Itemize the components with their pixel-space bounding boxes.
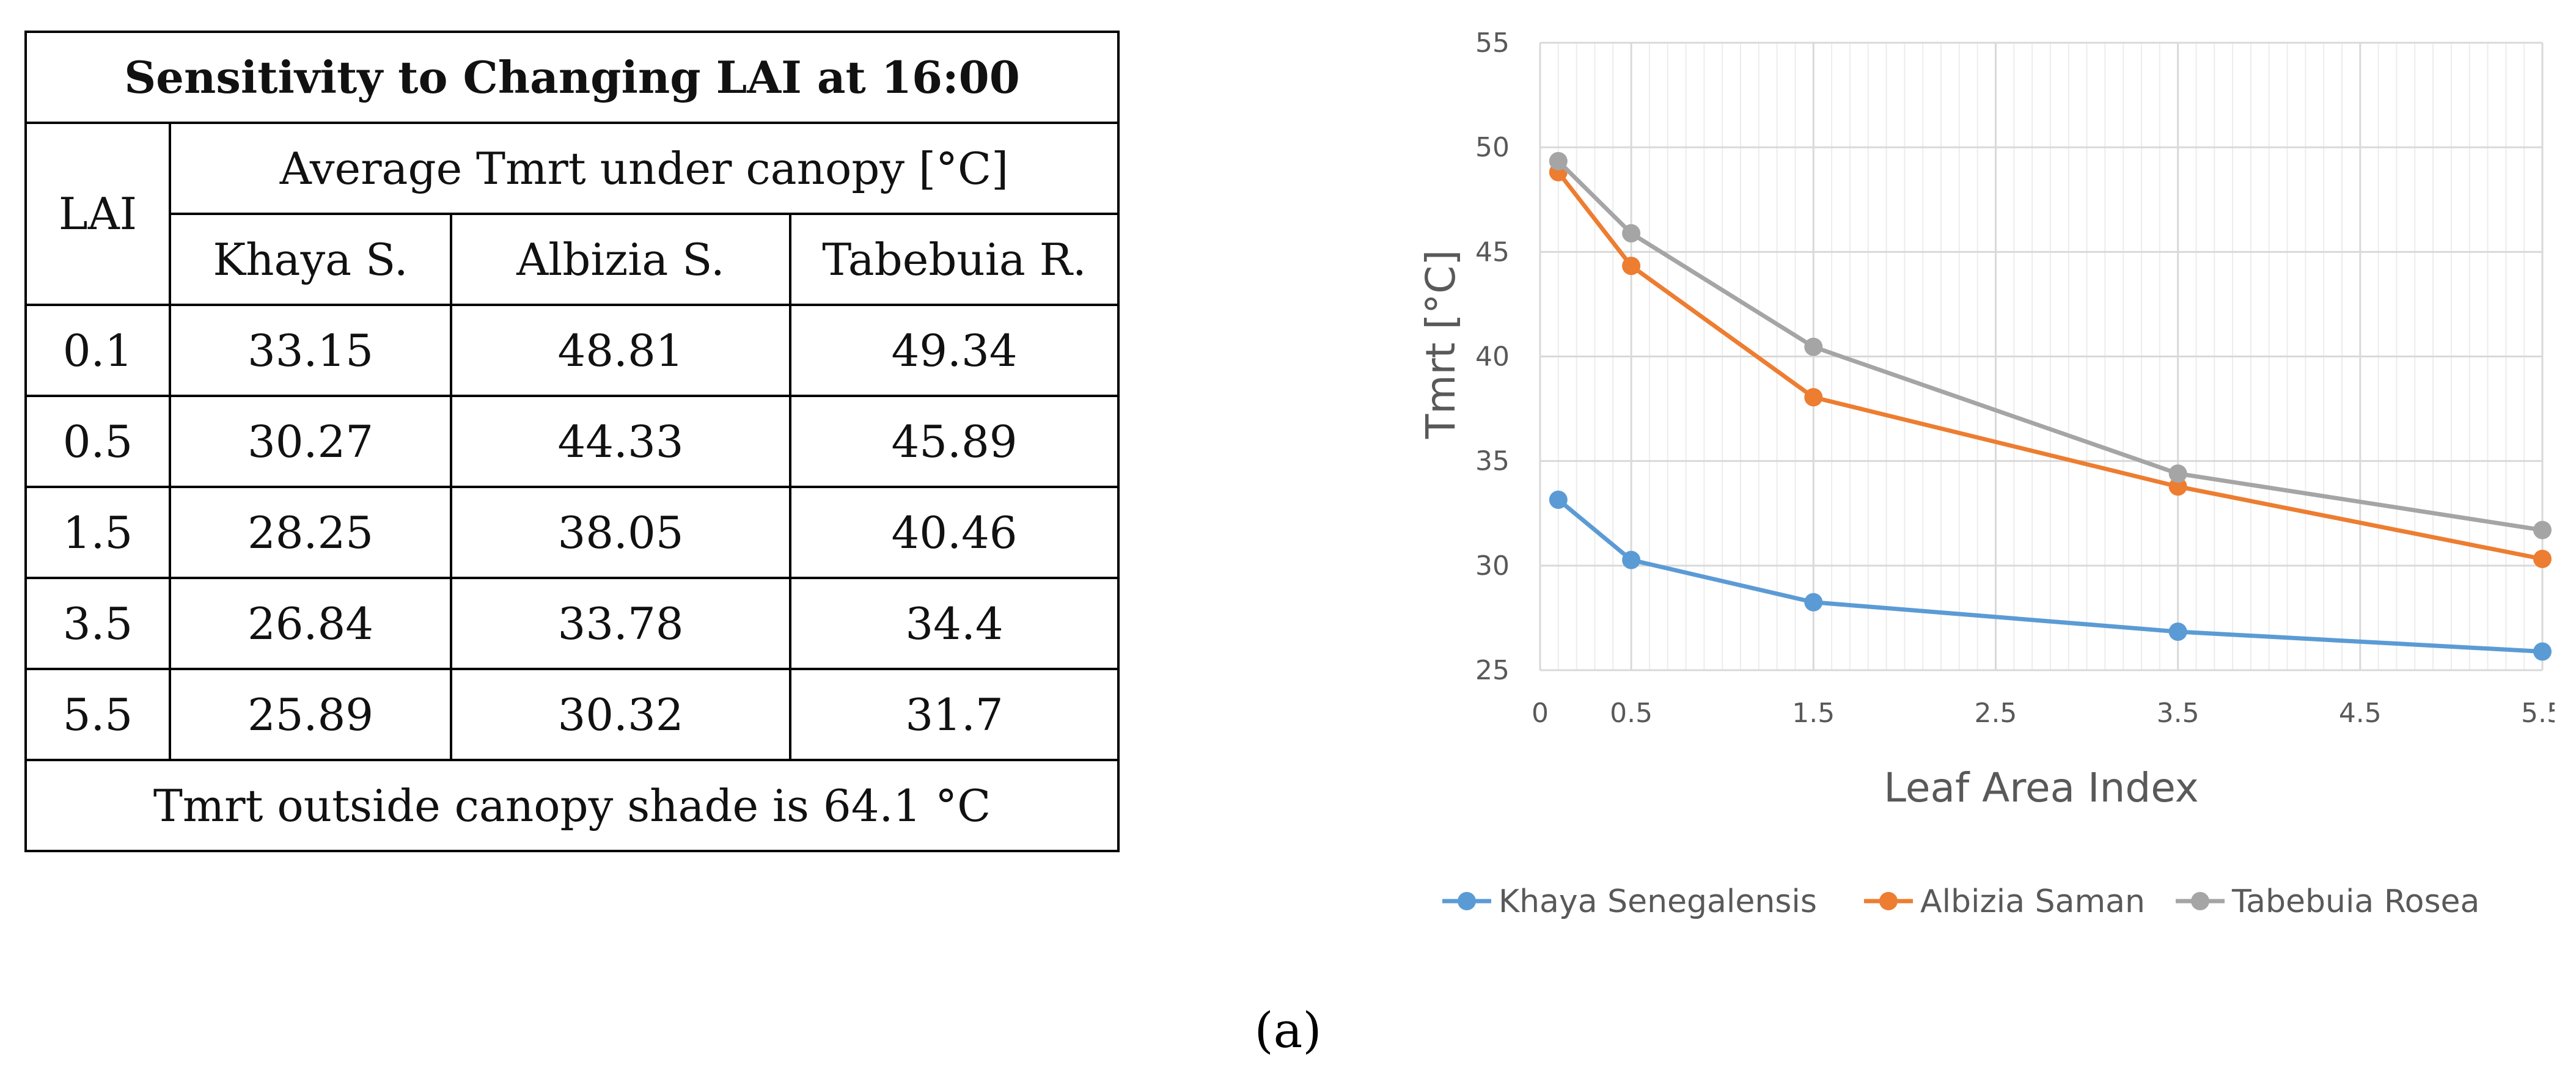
lai-cell: 3.5 — [24, 577, 171, 670]
data-point-tabebuia-rosea — [1804, 337, 1823, 356]
data-point-khaya-senegalensis — [1549, 490, 1568, 509]
data-point-albizia-saman — [1622, 257, 1641, 276]
x-tick-label: 1.5 — [1792, 698, 1835, 729]
x-tick-label: 3.5 — [2157, 698, 2200, 729]
value-cell: 34.4 — [788, 577, 1120, 670]
value-cell: 44.33 — [450, 395, 791, 488]
value-cell: 25.89 — [169, 668, 452, 761]
x-tick-label: 5.5 — [2521, 698, 2555, 729]
data-point-tabebuia-rosea — [2168, 464, 2187, 483]
data-point-albizia-saman — [2168, 477, 2187, 496]
value-cell: 30.27 — [169, 395, 452, 488]
table-footer-row: Tmrt outside canopy shade is 64.1 °C — [24, 759, 1120, 852]
value-cell: 30.32 — [450, 668, 791, 761]
data-point-khaya-senegalensis — [1804, 593, 1823, 612]
species-header-row: Khaya S. Albizia S. Tabebuia R. — [26, 213, 1120, 306]
chart-series — [1549, 152, 2552, 661]
value-cell: 48.81 — [450, 304, 791, 397]
value-cell: 40.46 — [788, 486, 1120, 579]
table-row: 5.5 25.89 30.32 31.7 — [24, 668, 1120, 761]
legend-label-khaya-senegalensis: Khaya Senegalensis — [1499, 883, 1817, 920]
legend-marker-khaya-senegalensis — [1458, 892, 1476, 910]
value-cell: 33.78 — [450, 577, 791, 670]
data-point-khaya-senegalensis — [1622, 550, 1641, 569]
y-tick-label: 40 — [1475, 342, 1510, 373]
tmrt-line-chart: 25 30 35 40 45 50 55 0 0.5 1.5 2.5 3.5 4.5 5.5 Leaf A… — [1417, 27, 2555, 920]
chart-legend: Khaya Senegalensis Albizia Saman Tabebuia … — [1442, 883, 2479, 920]
x-axis-title: Leaf Area Index — [1884, 764, 2198, 811]
value-cell: 26.84 — [169, 577, 452, 670]
lai-cell: 1.5 — [24, 486, 171, 579]
y-tick-label: 50 — [1475, 132, 1510, 163]
data-point-tabebuia-rosea — [2533, 521, 2552, 539]
y-tick-label: 45 — [1475, 236, 1510, 268]
lai-cell: 0.5 — [24, 395, 171, 488]
chart-ticks: 25 30 35 40 45 50 55 0 0.5 1.5 2.5 3.5 4.5 5.5 — [1475, 27, 2555, 729]
figure-caption: (a) — [1254, 1002, 1322, 1059]
lai-cell: 5.5 — [24, 668, 171, 761]
y-tick-label: 30 — [1475, 550, 1510, 582]
lai-cell: 0.1 — [24, 304, 171, 397]
legend-marker-tabebuia-rosea — [2191, 892, 2209, 910]
y-tick-label: 55 — [1475, 27, 1510, 59]
lai-sensitivity-table: Sensitivity to Changing LAI at 16:00 LAI… — [24, 31, 1120, 852]
column-header-tabebuia: Tabebuia R. — [788, 213, 1120, 306]
table-row: 1.5 28.25 38.05 40.46 — [24, 486, 1120, 579]
value-cell: 33.15 — [169, 304, 452, 397]
table-footer: Tmrt outside canopy shade is 64.1 °C — [24, 759, 1120, 852]
value-cell: 31.7 — [788, 668, 1120, 761]
lai-header: LAI — [24, 122, 171, 306]
table-row: 0.1 33.15 48.81 49.34 — [24, 304, 1120, 397]
table-title: Sensitivity to Changing LAI at 16:00 — [24, 31, 1120, 124]
table-row: 3.5 26.84 33.78 34.4 — [24, 577, 1120, 670]
y-axis-title: Tmrt [°C] — [1417, 250, 1464, 439]
value-cell: 45.89 — [788, 395, 1120, 488]
y-tick-label: 35 — [1475, 446, 1510, 477]
data-point-tabebuia-rosea — [1622, 224, 1641, 243]
column-header-khaya: Khaya S. — [169, 213, 452, 306]
column-header-albizia: Albizia S. — [450, 213, 791, 306]
y-tick-label: 25 — [1475, 655, 1510, 686]
table-header-row: LAI Average Tmrt under canopy [°C] — [24, 122, 1120, 306]
x-tick-label: 4.5 — [2339, 698, 2382, 729]
data-point-tabebuia-rosea — [1549, 152, 1568, 170]
value-cell: 28.25 — [169, 486, 452, 579]
x-tick-label: 0 — [1532, 698, 1549, 729]
data-point-albizia-saman — [2533, 549, 2552, 568]
chart-grid — [1539, 42, 2544, 671]
data-point-albizia-saman — [1804, 388, 1823, 407]
legend-marker-albizia-saman — [1879, 892, 1898, 910]
data-point-khaya-senegalensis — [2533, 642, 2552, 661]
value-cell: 38.05 — [450, 486, 791, 579]
table-row: 0.5 30.27 44.33 45.89 — [24, 395, 1120, 488]
group-header: Average Tmrt under canopy [°C] — [168, 122, 1120, 215]
legend-label-tabebuia-rosea: Tabebuia Rosea — [2231, 883, 2479, 920]
value-cell: 49.34 — [788, 304, 1120, 397]
x-tick-label: 2.5 — [1974, 698, 2017, 729]
table-title-row: Sensitivity to Changing LAI at 16:00 — [24, 31, 1120, 124]
data-point-khaya-senegalensis — [2168, 623, 2187, 641]
legend-label-albizia-saman: Albizia Saman — [1920, 883, 2145, 920]
x-tick-label: 0.5 — [1610, 698, 1653, 729]
